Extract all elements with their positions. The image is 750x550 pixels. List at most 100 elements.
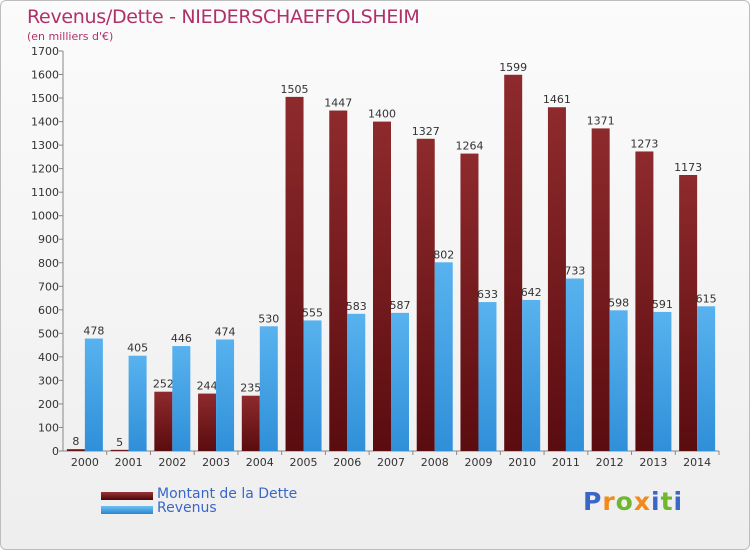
data-label-dette: 235 [240, 382, 261, 395]
proxiti-logo: Proxiti [583, 487, 683, 516]
data-label-revenus: 555 [302, 306, 323, 319]
bar-revenus [609, 310, 628, 451]
data-label-revenus: 615 [696, 292, 717, 305]
x-tick-label: 2005 [290, 456, 318, 469]
bar-dette [154, 391, 173, 451]
bar-revenus [172, 346, 191, 451]
bar-revenus [697, 306, 716, 451]
x-tick-label: 2004 [246, 456, 274, 469]
data-label-dette: 1400 [368, 108, 396, 121]
bar-dette [329, 110, 348, 451]
data-label-revenus: 474 [215, 325, 236, 338]
x-tick-label: 2010 [508, 456, 536, 469]
data-label-dette: 1327 [412, 125, 440, 138]
bar-revenus [128, 355, 147, 451]
data-label-revenus: 733 [564, 265, 585, 278]
bar-dette [373, 121, 391, 452]
data-label-dette: 1173 [674, 161, 702, 174]
data-label-revenus: 642 [521, 286, 542, 299]
x-tick-label: 2002 [158, 456, 186, 469]
data-label-revenus: 405 [127, 342, 148, 355]
y-tick-label: 400 [38, 351, 59, 364]
legend-swatch-dette [101, 492, 153, 500]
legend-label-dette: Montant de la Dette [157, 486, 298, 502]
logo-letter: i [651, 487, 661, 516]
y-tick-label: 1700 [31, 45, 59, 58]
data-label-revenus: 633 [477, 288, 498, 301]
data-label-dette: 1461 [543, 93, 571, 106]
x-tick-label: 2013 [639, 456, 667, 469]
bar-revenus [522, 299, 541, 451]
data-label-revenus: 583 [346, 300, 367, 313]
legend-label-revenus: Revenus [157, 500, 217, 516]
bar-dette [198, 393, 217, 451]
bar-dette [66, 449, 85, 451]
x-tick-label: 2012 [596, 456, 624, 469]
bar-dette [635, 151, 654, 451]
y-tick-label: 300 [38, 374, 59, 387]
logo-letter: x [633, 487, 651, 516]
logo-letter: t [660, 487, 674, 516]
y-tick-label: 1500 [31, 92, 59, 105]
data-label-revenus: 591 [652, 298, 673, 311]
y-tick-label: 200 [38, 398, 59, 411]
y-tick-label: 0 [52, 445, 59, 458]
data-label-dette: 1264 [455, 140, 483, 153]
data-label-revenus: 478 [83, 325, 104, 338]
data-label-dette: 252 [153, 378, 174, 391]
x-tick-label: 2009 [464, 456, 492, 469]
data-label-dette: 1505 [281, 83, 309, 96]
bar-revenus [216, 339, 235, 451]
bar-revenus [478, 302, 497, 451]
bar-dette [504, 74, 523, 451]
y-tick-label: 500 [38, 327, 59, 340]
y-tick-label: 900 [38, 233, 59, 246]
bar-revenus [565, 278, 584, 451]
bar-dette [460, 153, 479, 451]
bar-dette [416, 138, 435, 451]
y-tick-label: 1600 [31, 69, 59, 82]
y-tick-label: 1000 [31, 210, 59, 223]
data-label-revenus: 598 [608, 296, 629, 309]
bar-dette [591, 128, 610, 451]
bar-revenus [434, 262, 453, 451]
x-tick-label: 2006 [333, 456, 361, 469]
data-label-dette: 8 [72, 435, 79, 448]
bar-revenus [259, 326, 278, 451]
bar-revenus [391, 312, 409, 451]
x-tick-label: 2011 [552, 456, 580, 469]
logo-letter: o [615, 487, 634, 516]
x-tick-label: 2008 [421, 456, 449, 469]
logo-letter: P [583, 487, 603, 516]
logo-letter: i [673, 487, 684, 516]
bar-dette [241, 395, 260, 451]
y-tick-label: 1100 [31, 186, 59, 199]
x-tick-label: 2014 [683, 456, 711, 469]
x-tick-label: 2001 [115, 456, 143, 469]
x-tick-label: 2007 [377, 456, 405, 469]
data-label-revenus: 587 [390, 299, 411, 312]
bar-revenus [347, 313, 366, 451]
data-label-revenus: 446 [171, 332, 192, 345]
y-tick-label: 1400 [31, 116, 59, 129]
y-tick-label: 700 [38, 280, 59, 293]
bar-dette [110, 449, 129, 451]
bar-dette [547, 107, 566, 451]
data-label-revenus: 530 [258, 312, 279, 325]
bar-revenus [303, 320, 322, 451]
logo-letter: r [602, 487, 616, 516]
legend-swatch-revenus [101, 506, 153, 514]
data-label-dette: 1371 [587, 114, 615, 127]
data-label-dette: 5 [116, 436, 123, 449]
y-tick-label: 1200 [31, 163, 59, 176]
y-tick-label: 100 [38, 421, 59, 434]
data-label-dette: 1447 [324, 97, 352, 110]
bar-revenus [84, 338, 103, 451]
bar-dette [285, 96, 304, 451]
bar-dette [679, 175, 698, 451]
data-label-dette: 1273 [630, 137, 658, 150]
data-label-dette: 244 [197, 380, 218, 393]
x-tick-label: 2003 [202, 456, 230, 469]
